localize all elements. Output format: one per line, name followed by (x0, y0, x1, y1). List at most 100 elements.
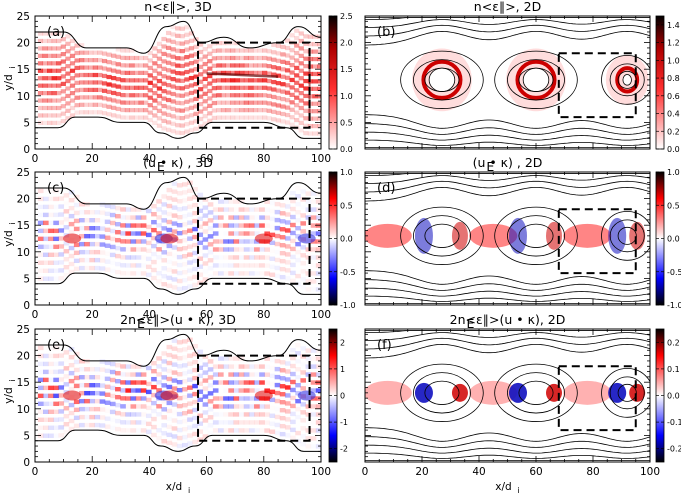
value-cell (73, 375, 80, 381)
density-cell (69, 38, 76, 44)
density-cell (133, 100, 140, 105)
density-cell (243, 85, 249, 90)
density-cell (239, 108, 245, 113)
density-cell (239, 100, 245, 105)
value-cell (239, 412, 245, 416)
value-cell (167, 260, 173, 264)
density-cell (230, 63, 236, 68)
value-cell (223, 356, 229, 361)
value-cell (171, 269, 178, 274)
value-cell (192, 415, 198, 421)
value-cell (172, 253, 178, 257)
value-cell (300, 370, 307, 375)
value-cell (99, 391, 106, 396)
y-tick-label: 20 (17, 38, 30, 50)
density-cell (275, 88, 282, 93)
density-cell (138, 63, 144, 68)
density-cell (234, 115, 240, 120)
value-cell (53, 188, 59, 194)
density-cell (225, 48, 231, 53)
density-cell (262, 108, 268, 113)
density-cell (216, 55, 222, 61)
value-cell (192, 375, 198, 381)
value-cell (135, 247, 142, 252)
colorbar-tick-label: 2.5 (340, 12, 353, 21)
density-cell (175, 48, 181, 53)
colorbar-tick-label: 1.4 (667, 21, 680, 30)
value-cell (218, 364, 224, 369)
y-tick-label: 5 (23, 273, 30, 285)
x-tick-label: 100 (311, 153, 331, 165)
value-cell (321, 239, 327, 243)
value-cell (37, 228, 44, 234)
island-edge-blob (509, 382, 527, 403)
xpoint-blob (365, 223, 412, 248)
value-cell (58, 353, 65, 358)
value-cell (37, 345, 44, 351)
density-cell (47, 46, 53, 51)
density-cell (42, 120, 48, 126)
value-cell (166, 283, 173, 289)
value-cell (259, 372, 265, 377)
density-cell (184, 92, 190, 97)
value-cell (197, 208, 204, 214)
value-cell (187, 260, 193, 265)
density-cell (243, 70, 249, 75)
value-cell (284, 385, 291, 390)
density-cell (294, 73, 300, 78)
value-cell (290, 363, 296, 369)
y-tick-label: 25 (17, 11, 30, 23)
value-cell (58, 204, 65, 209)
density-cell (211, 93, 217, 98)
density-cell (51, 76, 57, 81)
density-cell (143, 55, 149, 61)
value-cell (269, 232, 276, 238)
value-cell (300, 213, 307, 218)
density-cell (60, 66, 66, 72)
value-cell (53, 434, 59, 438)
density-cell (124, 55, 131, 61)
value-cell (161, 210, 168, 215)
density-cell (79, 87, 85, 93)
value-cell (84, 225, 90, 231)
value-cell (135, 263, 142, 268)
value-cell (295, 186, 301, 190)
density-cell (120, 70, 126, 75)
value-cell (284, 361, 291, 366)
density-cell (266, 49, 272, 54)
value-cell (145, 365, 152, 371)
zoom-region-box (197, 41, 311, 129)
value-cell (248, 388, 255, 393)
density-cell (124, 108, 131, 113)
value-cell (207, 415, 214, 420)
density-cell (271, 50, 277, 55)
value-cell (145, 405, 152, 411)
value-cell (156, 364, 162, 369)
density-cell (60, 111, 66, 116)
value-cell (279, 392, 286, 397)
value-cell (192, 391, 198, 397)
value-cell (270, 249, 276, 253)
value-cell (94, 398, 101, 404)
value-cell (135, 223, 142, 228)
density-cell (262, 55, 268, 61)
density-cell (101, 88, 108, 93)
value-cell (120, 247, 126, 252)
value-cell (125, 207, 131, 212)
value-cell (279, 258, 286, 264)
value-cell (53, 369, 59, 375)
value-cell (254, 420, 260, 425)
value-cell (284, 220, 291, 225)
value-cell (212, 428, 219, 433)
x-tick-label: 60 (529, 466, 542, 478)
density-cell (37, 98, 44, 103)
density-cell (79, 50, 85, 55)
density-cell (198, 94, 204, 99)
y-axis-label-subscript: i (8, 379, 17, 381)
value-cell (187, 284, 193, 289)
value-cell (223, 388, 229, 392)
value-cell (115, 410, 121, 416)
value-cell (248, 428, 255, 433)
density-cell (179, 86, 185, 91)
value-cell (176, 262, 183, 268)
